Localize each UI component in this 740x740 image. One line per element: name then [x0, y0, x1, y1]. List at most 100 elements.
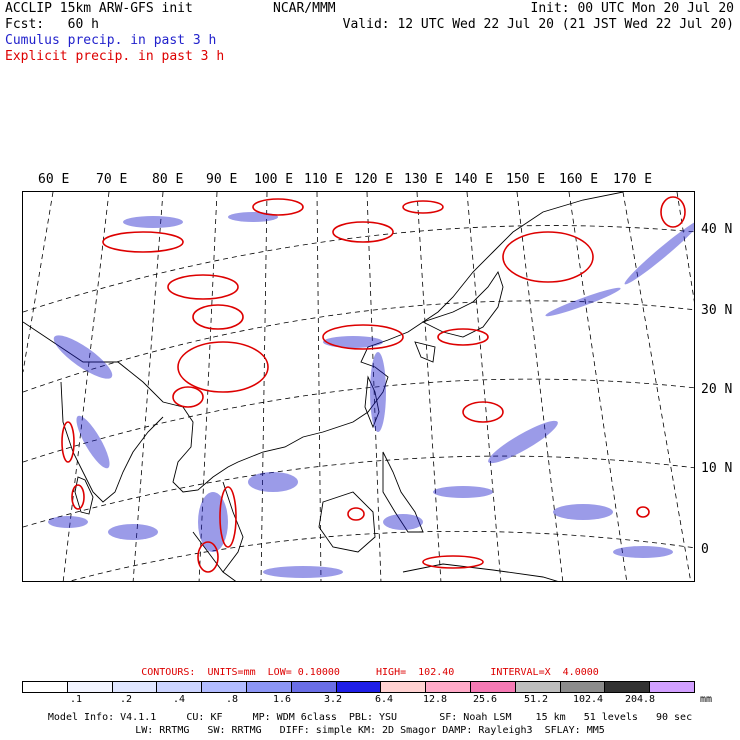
- lon-label: 130 E: [404, 172, 444, 187]
- colorbar-tick: .8: [225, 694, 239, 705]
- parallel-30n: [23, 300, 694, 393]
- precip-contour: [102, 231, 184, 253]
- lon-label: 120 E: [354, 172, 394, 187]
- precip-patch: [433, 486, 493, 498]
- precip-contour: [172, 386, 204, 408]
- precip-contour: [61, 421, 75, 463]
- colorbar-tick: 204.8: [624, 694, 656, 705]
- colorbar-tick: 6.4: [374, 694, 394, 705]
- coast-borneo: [318, 491, 376, 553]
- map-canvas: [23, 192, 694, 581]
- meridian-60e: [23, 192, 54, 373]
- precip-contour: [332, 221, 394, 243]
- meridian-180: [676, 192, 694, 302]
- cumulus-precip: [48, 212, 694, 578]
- parallel-0: [69, 530, 694, 581]
- contour-info: CONTOURS: UNITS=mm LOW= 0.10000 HIGH= 10…: [141, 667, 599, 678]
- lon-label: 150 E: [506, 172, 546, 187]
- colorbar-cell: [515, 682, 561, 692]
- precip-patch: [613, 546, 673, 558]
- parallels: [23, 225, 694, 581]
- colorbar-cell: [67, 682, 113, 692]
- precip-patch: [263, 566, 343, 578]
- colorbar-tick: 3.2: [323, 694, 343, 705]
- coast-philippines: [382, 451, 424, 533]
- precip-patch: [624, 219, 694, 285]
- precip-contour: [71, 484, 85, 510]
- precip-contour: [462, 401, 504, 423]
- precip-contour: [167, 274, 239, 300]
- precip-patch: [553, 504, 613, 520]
- precip-contour: [636, 506, 650, 518]
- precip-patch: [545, 287, 621, 317]
- meridian-120e: [366, 192, 382, 581]
- precip-patch: [370, 352, 386, 432]
- precip-contour: [322, 324, 404, 350]
- precip-patch: [488, 420, 558, 464]
- explicit-precip: [61, 196, 686, 573]
- plot-title: ACCLIP 15km ARW-GFS init: [5, 1, 193, 16]
- coast-india: [60, 381, 164, 503]
- colorbar-cell: [470, 682, 516, 692]
- coast-new-guinea: [402, 563, 558, 581]
- precip-patch: [383, 514, 423, 530]
- coast-sri-lanka: [74, 476, 94, 515]
- coastlines: [23, 192, 624, 581]
- colorbar-cell: [202, 682, 247, 692]
- colorbar-tick: 25.6: [472, 694, 498, 705]
- precip-patch: [48, 516, 88, 528]
- model-info-line1: Model Info: V4.1.1 CU: KF MP: WDM 6class…: [47, 712, 693, 723]
- colorbar-cell: [157, 682, 203, 692]
- parallel-20n: [23, 378, 694, 463]
- meridian-110e: [316, 192, 322, 581]
- legend-explicit: Explicit precip. in past 3 h: [5, 49, 225, 64]
- coast-asia-mainland: [23, 192, 624, 493]
- precip-patch: [228, 212, 278, 222]
- lat-label: 30 N: [701, 303, 733, 318]
- colorbar-cell: [23, 682, 68, 692]
- model-info-line2: LW: RRTMG SW: RRTMG DIFF: simple KM: 2D …: [135, 725, 605, 736]
- lat-label: 20 N: [701, 382, 733, 397]
- meridian-170e: [622, 192, 692, 581]
- lon-label: 110 E: [304, 172, 344, 187]
- colorbar-tick: 51.2: [523, 694, 549, 705]
- coast-korea: [414, 341, 436, 363]
- colorbar-tick: .4: [172, 694, 186, 705]
- precip-contour: [502, 231, 594, 283]
- meridian-70e: [62, 192, 110, 581]
- init-time: Init: 00 UTC Mon 20 Jul 20: [530, 1, 735, 16]
- precip-contour: [660, 196, 686, 228]
- legend-cumulus: Cumulus precip. in past 3 h: [5, 33, 217, 48]
- lon-label: 70 E: [96, 172, 128, 187]
- precip-patch: [108, 524, 158, 540]
- colorbar-tick: .1: [69, 694, 83, 705]
- lon-label: 140 E: [454, 172, 494, 187]
- colorbar-tick: 1.6: [272, 694, 292, 705]
- coast-japan: [421, 270, 504, 338]
- colorbar-tick: 12.8: [422, 694, 448, 705]
- center-label: NCAR/MMM: [273, 1, 336, 16]
- precip-contour: [192, 304, 244, 330]
- precip-patch: [76, 415, 110, 469]
- colorbar-unit: mm: [700, 694, 713, 705]
- colorbar-tick: .2: [119, 694, 133, 705]
- colorbar: [22, 681, 695, 693]
- lat-label: 10 N: [701, 461, 733, 476]
- colorbar-tick: 102.4: [572, 694, 604, 705]
- colorbar-cell: [381, 682, 427, 692]
- precip-map: [22, 191, 695, 582]
- precip-contour: [197, 541, 219, 573]
- colorbar-cell: [426, 682, 471, 692]
- meridian-90e: [198, 192, 218, 581]
- parallel-10n: [23, 455, 694, 528]
- lon-label: 60 E: [38, 172, 70, 187]
- meridian-140e: [466, 192, 502, 581]
- lon-label: 160 E: [559, 172, 599, 187]
- colorbar-cell: [246, 682, 292, 692]
- colorbar-cell: [560, 682, 606, 692]
- meridian-150e: [516, 192, 564, 581]
- colorbar-cell: [650, 682, 694, 692]
- precip-contour: [347, 507, 365, 521]
- lon-label: 100 E: [254, 172, 294, 187]
- precip-patch: [248, 472, 298, 492]
